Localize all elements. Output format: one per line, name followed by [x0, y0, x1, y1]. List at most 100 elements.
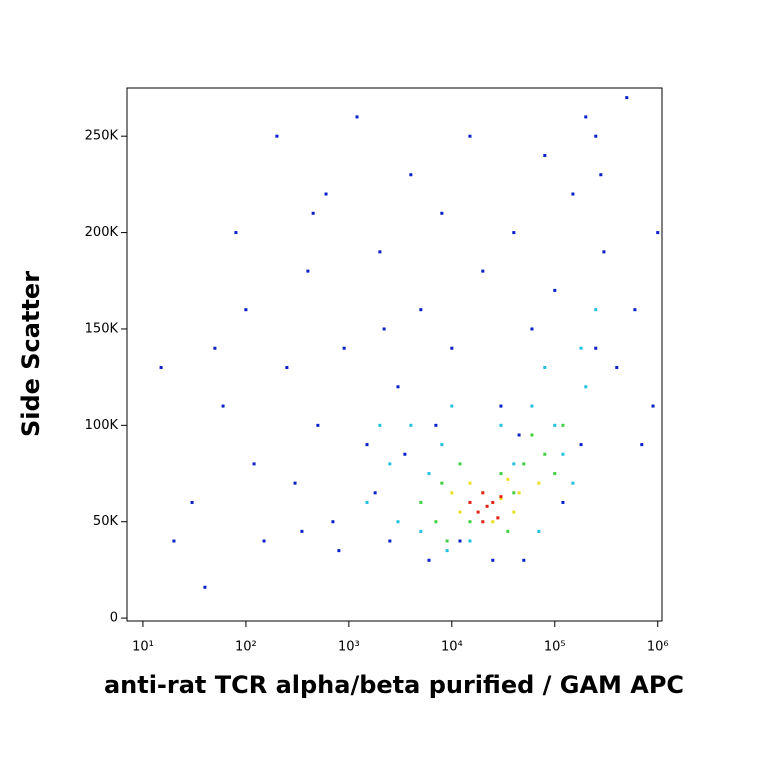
- point: [584, 385, 588, 389]
- point: [530, 433, 534, 437]
- point: [561, 423, 565, 427]
- point: [491, 558, 495, 562]
- point: [615, 366, 619, 370]
- y-tick-label: 200K: [85, 225, 119, 240]
- point: [331, 520, 335, 524]
- point: [496, 516, 500, 520]
- point: [476, 510, 480, 514]
- point: [468, 500, 472, 504]
- y-tick-label: 0: [110, 611, 118, 626]
- x-axis-label: anti-rat TCR alpha/beta purified / GAM A…: [104, 671, 684, 699]
- point: [625, 96, 629, 100]
- point: [388, 539, 392, 543]
- point: [602, 250, 606, 254]
- point: [445, 539, 449, 543]
- point: [543, 153, 547, 157]
- point: [599, 173, 603, 177]
- point: [485, 504, 489, 508]
- point: [651, 404, 655, 408]
- point: [450, 346, 454, 350]
- point: [468, 134, 472, 138]
- point: [530, 404, 534, 408]
- point: [252, 462, 256, 466]
- point: [316, 423, 320, 427]
- x-tick-label: 10³: [338, 640, 360, 655]
- point: [561, 500, 565, 504]
- point: [553, 288, 557, 292]
- y-tick-label: 100K: [85, 418, 119, 433]
- point: [491, 500, 495, 504]
- point: [512, 231, 516, 235]
- point: [440, 443, 444, 447]
- point: [355, 115, 359, 119]
- point: [512, 491, 516, 495]
- point: [419, 308, 423, 312]
- point: [445, 549, 449, 553]
- point: [337, 549, 341, 553]
- y-tick-label: 150K: [85, 321, 119, 336]
- point: [594, 346, 598, 350]
- point: [365, 500, 369, 504]
- point: [234, 231, 238, 235]
- point: [419, 500, 423, 504]
- point: [190, 500, 194, 504]
- point: [481, 520, 485, 524]
- point: [262, 539, 266, 543]
- point: [244, 308, 248, 312]
- point: [633, 308, 637, 312]
- point: [499, 495, 503, 499]
- point: [324, 192, 328, 196]
- point: [640, 443, 644, 447]
- point: [553, 472, 557, 476]
- point: [213, 346, 217, 350]
- point: [512, 510, 516, 514]
- point: [553, 423, 557, 427]
- y-axis-label: Side Scatter: [17, 271, 45, 437]
- point: [584, 115, 588, 119]
- point: [594, 134, 598, 138]
- y-tick-label: 250K: [85, 129, 119, 144]
- point: [388, 462, 392, 466]
- point: [458, 539, 462, 543]
- point: [365, 443, 369, 447]
- point: [468, 481, 472, 485]
- point: [434, 520, 438, 524]
- point: [499, 404, 503, 408]
- point: [293, 481, 297, 485]
- point: [571, 192, 575, 196]
- point: [499, 423, 503, 427]
- point: [409, 173, 413, 177]
- point: [382, 327, 386, 331]
- x-tick-label: 10⁴: [441, 640, 463, 655]
- point: [373, 491, 377, 495]
- point: [530, 327, 534, 331]
- point: [427, 558, 431, 562]
- point: [409, 423, 413, 427]
- x-tick-label: 10¹: [132, 640, 154, 655]
- x-tick-label: 10²: [235, 640, 257, 655]
- point: [450, 491, 454, 495]
- point: [517, 433, 521, 437]
- point: [300, 529, 304, 533]
- point: [396, 385, 400, 389]
- point: [512, 462, 516, 466]
- point: [434, 423, 438, 427]
- point: [517, 491, 521, 495]
- point: [656, 231, 660, 235]
- point: [342, 346, 346, 350]
- point: [594, 308, 598, 312]
- point: [561, 452, 565, 456]
- point: [481, 491, 485, 495]
- point: [579, 346, 583, 350]
- plot-frame: [126, 87, 663, 622]
- point: [522, 558, 526, 562]
- point: [543, 366, 547, 370]
- point: [403, 452, 407, 456]
- point: [396, 520, 400, 524]
- point: [571, 481, 575, 485]
- point: [306, 269, 310, 273]
- y-tick-label: 50K: [93, 514, 119, 529]
- point: [221, 404, 225, 408]
- point: [172, 539, 176, 543]
- x-tick-label: 10⁵: [544, 640, 566, 655]
